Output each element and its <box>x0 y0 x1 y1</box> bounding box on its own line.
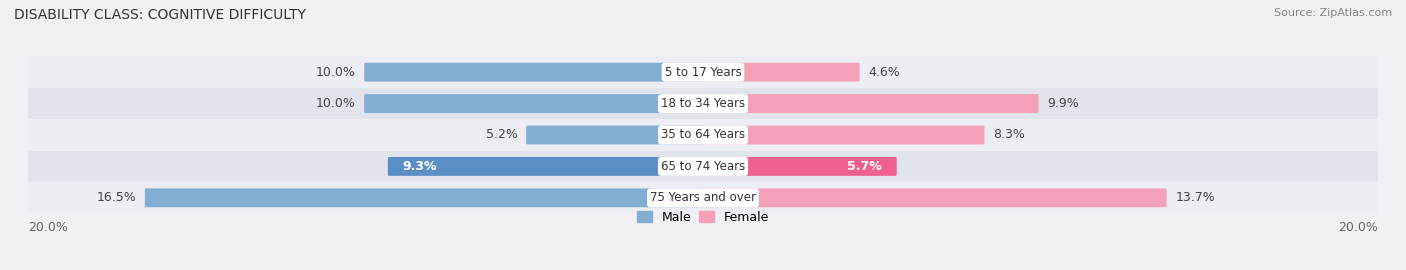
FancyBboxPatch shape <box>702 126 984 144</box>
FancyBboxPatch shape <box>145 188 704 207</box>
Text: 16.5%: 16.5% <box>97 191 136 204</box>
FancyBboxPatch shape <box>364 63 704 82</box>
Text: 9.3%: 9.3% <box>402 160 437 173</box>
Text: 10.0%: 10.0% <box>315 66 356 79</box>
Text: 9.9%: 9.9% <box>1047 97 1078 110</box>
FancyBboxPatch shape <box>364 94 704 113</box>
Text: 5.7%: 5.7% <box>846 160 882 173</box>
Text: 5.2%: 5.2% <box>485 129 517 141</box>
FancyBboxPatch shape <box>27 57 1379 87</box>
FancyBboxPatch shape <box>526 126 704 144</box>
FancyBboxPatch shape <box>27 120 1379 150</box>
Text: DISABILITY CLASS: COGNITIVE DIFFICULTY: DISABILITY CLASS: COGNITIVE DIFFICULTY <box>14 8 307 22</box>
FancyBboxPatch shape <box>702 188 1167 207</box>
FancyBboxPatch shape <box>27 88 1379 119</box>
Text: 65 to 74 Years: 65 to 74 Years <box>661 160 745 173</box>
FancyBboxPatch shape <box>702 94 1039 113</box>
FancyBboxPatch shape <box>702 157 897 176</box>
Text: Source: ZipAtlas.com: Source: ZipAtlas.com <box>1274 8 1392 18</box>
Text: 18 to 34 Years: 18 to 34 Years <box>661 97 745 110</box>
Text: 75 Years and over: 75 Years and over <box>650 191 756 204</box>
Text: 8.3%: 8.3% <box>993 129 1025 141</box>
Text: 10.0%: 10.0% <box>315 97 356 110</box>
FancyBboxPatch shape <box>702 63 859 82</box>
Text: 20.0%: 20.0% <box>1339 221 1378 234</box>
FancyBboxPatch shape <box>388 157 704 176</box>
Text: 35 to 64 Years: 35 to 64 Years <box>661 129 745 141</box>
FancyBboxPatch shape <box>27 151 1379 182</box>
Text: 5 to 17 Years: 5 to 17 Years <box>665 66 741 79</box>
Text: 13.7%: 13.7% <box>1175 191 1215 204</box>
Text: 20.0%: 20.0% <box>28 221 67 234</box>
Text: 4.6%: 4.6% <box>869 66 900 79</box>
Legend: Male, Female: Male, Female <box>631 206 775 229</box>
FancyBboxPatch shape <box>27 183 1379 213</box>
